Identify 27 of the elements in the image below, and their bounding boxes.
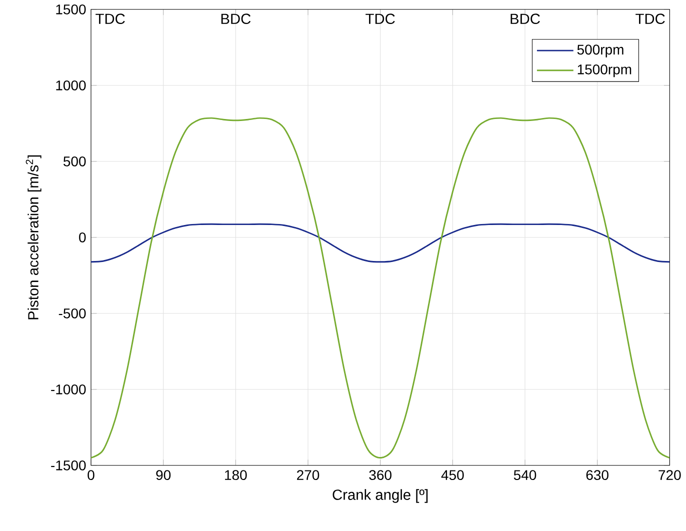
legend-label: 500rpm [577, 44, 624, 58]
x-axis-title: Crank angle [º] [332, 488, 428, 503]
y-tick-label: 0 [79, 232, 86, 242]
y-tick-label: -1500 [51, 460, 86, 470]
y-tick-label: 1000 [56, 80, 86, 90]
x-tick-label: 180 [225, 470, 247, 480]
y-tick-label: -500 [58, 308, 86, 318]
y-axis-title: Piston acceleration [m/s$^{2}$] [26, 155, 42, 320]
x-tick-label: 720 [658, 470, 681, 480]
y-tick-label: 1500 [56, 4, 86, 14]
annotation: TDC [366, 13, 395, 24]
y-tick-label: -1000 [51, 384, 86, 394]
x-tick-label: 270 [297, 470, 320, 480]
legend-label: 1500rpm [578, 64, 632, 77]
line-series [91, 117, 670, 458]
annotation: BDC [510, 13, 540, 24]
annotation: BDC [221, 13, 251, 24]
x-tick-label: 360 [369, 470, 392, 480]
annotation: TDC [96, 13, 125, 24]
line-series [91, 223, 670, 262]
x-tick-label: 450 [441, 470, 464, 480]
annotation: TDC [636, 13, 665, 24]
x-tick-label: 540 [514, 470, 536, 480]
x-tick-label: 90 [156, 470, 171, 480]
x-tick-label: 0 [88, 470, 94, 480]
y-tick-label: 500 [64, 156, 86, 166]
x-tick-label: 630 [586, 470, 608, 480]
